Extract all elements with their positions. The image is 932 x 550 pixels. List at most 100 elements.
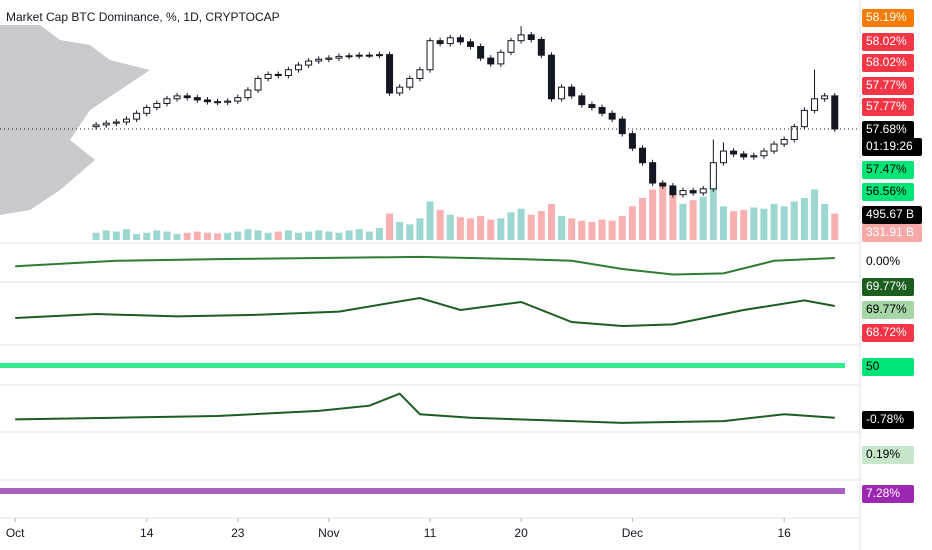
- volume-bar: [770, 203, 778, 240]
- price-label-bg: [862, 77, 914, 95]
- volume-bar: [254, 230, 262, 240]
- volume-bar: [639, 197, 647, 240]
- indicator-line: [15, 255, 835, 276]
- candle-body: [456, 37, 464, 43]
- volume-bar: [709, 179, 717, 240]
- volume-bar: [537, 211, 545, 240]
- x-tick-label: 20: [514, 526, 528, 540]
- volume-bar: [294, 232, 302, 240]
- volume-bar: [416, 218, 424, 240]
- candle-body: [811, 98, 819, 111]
- price-label-bg: [862, 485, 914, 503]
- candle-body: [821, 95, 829, 100]
- volume-bar: [355, 229, 363, 240]
- candle-body: [345, 55, 353, 58]
- volume-bar: [345, 230, 353, 240]
- volume-bar: [507, 212, 515, 240]
- candle-body: [284, 69, 292, 77]
- volume-bar: [547, 203, 555, 240]
- volume-bar: [335, 232, 343, 240]
- candle-body: [730, 150, 738, 155]
- x-tick-label: Oct: [6, 526, 25, 540]
- volume-bar: [568, 218, 576, 240]
- panel-separators: [0, 242, 860, 519]
- volume-bar: [214, 233, 222, 240]
- candle-body: [689, 190, 697, 194]
- candle-body: [547, 54, 555, 100]
- price-label-bg: [862, 54, 914, 72]
- candle-body: [163, 98, 171, 104]
- indicator-line: [15, 392, 835, 424]
- candle-body: [558, 86, 566, 100]
- candle-body: [234, 97, 242, 102]
- candle-body: [649, 162, 657, 184]
- volume-bar: [608, 220, 616, 240]
- candle-body: [679, 190, 687, 196]
- candle-body: [770, 143, 778, 152]
- chart-title: Market Cap BTC Dominance, %, 1D, CRYPTOC…: [6, 10, 280, 24]
- candle-body: [588, 104, 596, 109]
- candle-body: [375, 54, 383, 57]
- candle-body: [628, 133, 636, 149]
- price-label: 495.67 B: [866, 207, 914, 221]
- candle-body: [244, 89, 252, 99]
- price-label-bg: [862, 121, 914, 139]
- volume-bar: [143, 232, 151, 240]
- candle-body: [669, 185, 677, 196]
- volume-bar: [224, 232, 232, 240]
- candle-body: [416, 69, 424, 79]
- price-label: 0.00%: [866, 254, 900, 268]
- volume-bar: [669, 191, 677, 240]
- price-label-bg: [862, 9, 914, 27]
- volume-bar: [811, 189, 819, 240]
- candle-body: [740, 153, 748, 158]
- volume-profile: [0, 25, 150, 215]
- strength-strip: [0, 488, 845, 494]
- candle-body: [122, 118, 130, 123]
- price-label-bg: [862, 446, 914, 464]
- price-label-bg: [862, 138, 922, 156]
- price-label: 57.77%: [866, 99, 907, 113]
- volume-bar: [699, 196, 707, 240]
- price-label: 56.56%: [866, 184, 907, 198]
- candle-body: [639, 147, 647, 164]
- volume-bar: [598, 219, 606, 240]
- price-label-bg: [862, 98, 914, 116]
- volume-bar: [649, 189, 657, 240]
- volume-bar: [274, 231, 282, 240]
- volume-bar: [618, 215, 626, 240]
- volume-bar: [244, 229, 252, 240]
- volume-bar: [659, 183, 667, 240]
- price-label-bg: [862, 206, 922, 224]
- volume-bar: [365, 231, 373, 240]
- candle-body: [527, 34, 535, 41]
- candle-body: [92, 124, 100, 128]
- price-label: 57.47%: [866, 162, 907, 176]
- volume-bar: [234, 231, 242, 240]
- candle-body: [436, 40, 444, 45]
- volume-bar: [517, 208, 525, 240]
- price-label-bg: [862, 358, 914, 376]
- volume-bar: [578, 220, 586, 240]
- volume-bar: [497, 218, 505, 240]
- price-label-bg: [862, 253, 914, 271]
- price-label: 58.02%: [866, 34, 907, 48]
- candle-body: [294, 64, 302, 71]
- candle-body: [224, 100, 232, 103]
- candle-body: [578, 95, 586, 106]
- volume-bar: [790, 201, 798, 240]
- volume-bar: [456, 217, 464, 240]
- price-label: -0.78%: [866, 412, 904, 426]
- price-label: 68.72%: [866, 325, 907, 339]
- volume-bar: [467, 218, 475, 240]
- price-label: 57.77%: [866, 78, 907, 92]
- volume-bar: [315, 230, 323, 240]
- volume-bar: [173, 233, 181, 240]
- candle-body: [608, 112, 616, 120]
- candle-body: [750, 155, 758, 158]
- volume-bar: [163, 231, 171, 240]
- volume-bar: [396, 221, 404, 240]
- volume-bar: [133, 233, 141, 240]
- candle-body: [396, 86, 404, 94]
- candle-body: [254, 77, 262, 91]
